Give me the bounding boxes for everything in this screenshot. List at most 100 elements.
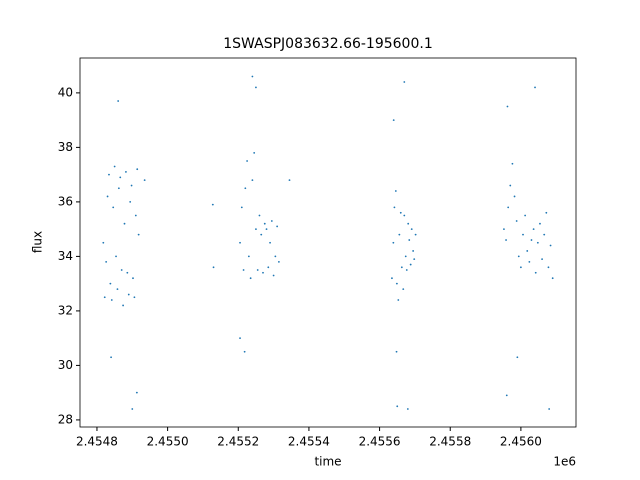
point	[516, 356, 519, 359]
point	[251, 75, 254, 78]
point	[239, 241, 241, 244]
point	[130, 184, 133, 187]
point	[551, 277, 554, 280]
point	[549, 244, 552, 247]
y-axis-label: flux	[31, 231, 45, 253]
point	[541, 258, 543, 261]
point	[524, 214, 527, 217]
point	[120, 269, 123, 271]
point	[269, 241, 271, 244]
point	[244, 187, 247, 190]
point	[247, 255, 250, 258]
point	[412, 250, 415, 252]
point	[255, 86, 257, 89]
point	[395, 282, 398, 285]
point	[108, 173, 110, 176]
y-tick-label: 30	[58, 358, 73, 372]
point	[399, 211, 402, 214]
point	[391, 277, 393, 280]
point	[123, 222, 126, 225]
point	[132, 277, 134, 280]
point	[509, 184, 512, 187]
point	[127, 293, 130, 296]
point	[103, 296, 106, 299]
point	[116, 288, 119, 291]
point	[249, 277, 252, 280]
point	[117, 187, 120, 190]
x-tick-label: 2.4556	[359, 435, 401, 449]
point	[136, 168, 139, 171]
point	[115, 255, 117, 258]
point	[403, 214, 406, 217]
point	[109, 282, 112, 285]
point	[256, 269, 259, 271]
x-tick-label: 2.4552	[217, 435, 259, 449]
chart-title: 1SWASPJ083632.66-195600.1	[223, 36, 432, 52]
point	[258, 214, 261, 217]
point	[410, 228, 413, 231]
point	[545, 211, 548, 214]
point	[398, 233, 401, 236]
point	[548, 408, 551, 410]
point	[106, 195, 109, 198]
point	[242, 269, 245, 271]
point	[394, 190, 397, 192]
point	[137, 233, 140, 236]
point	[131, 408, 134, 410]
x-tick-label: 2.4548	[76, 435, 118, 449]
point	[265, 228, 268, 231]
point	[240, 206, 243, 209]
y-tick-label: 34	[58, 249, 73, 263]
point	[393, 206, 396, 209]
point	[522, 233, 524, 236]
point	[274, 255, 277, 258]
point	[125, 171, 127, 173]
point	[117, 100, 120, 102]
point	[404, 255, 407, 258]
point	[403, 81, 406, 83]
point	[396, 405, 399, 408]
point	[532, 228, 535, 231]
point	[126, 271, 129, 274]
x-axis-label: time	[314, 455, 341, 469]
point	[270, 220, 273, 222]
point	[406, 408, 409, 410]
y-tick-label: 32	[58, 303, 73, 317]
point	[255, 228, 257, 231]
point	[135, 391, 138, 394]
point	[414, 233, 417, 236]
point	[397, 299, 400, 301]
point	[547, 266, 550, 269]
point	[102, 241, 105, 244]
x-offset-label: 1e6	[553, 455, 576, 469]
point	[239, 337, 241, 340]
point	[243, 350, 246, 353]
point	[530, 239, 533, 241]
point	[113, 165, 116, 168]
point	[267, 266, 270, 269]
point	[263, 222, 266, 225]
point	[276, 225, 279, 228]
point	[133, 296, 136, 299]
point	[392, 119, 395, 122]
point	[505, 239, 507, 241]
point	[515, 220, 518, 222]
point	[272, 274, 275, 277]
point	[212, 266, 215, 269]
point	[211, 203, 214, 206]
x-tick-label: 2.4558	[429, 435, 471, 449]
point	[526, 250, 529, 252]
point	[517, 255, 520, 258]
point	[528, 260, 531, 263]
point	[409, 263, 412, 266]
point	[122, 304, 124, 307]
point	[506, 105, 509, 108]
point	[112, 206, 115, 209]
point	[400, 266, 403, 269]
x-tick-label: 2.4550	[147, 435, 189, 449]
point	[519, 266, 522, 269]
plot-frame	[79, 57, 577, 428]
point	[110, 356, 112, 359]
point	[536, 241, 539, 244]
